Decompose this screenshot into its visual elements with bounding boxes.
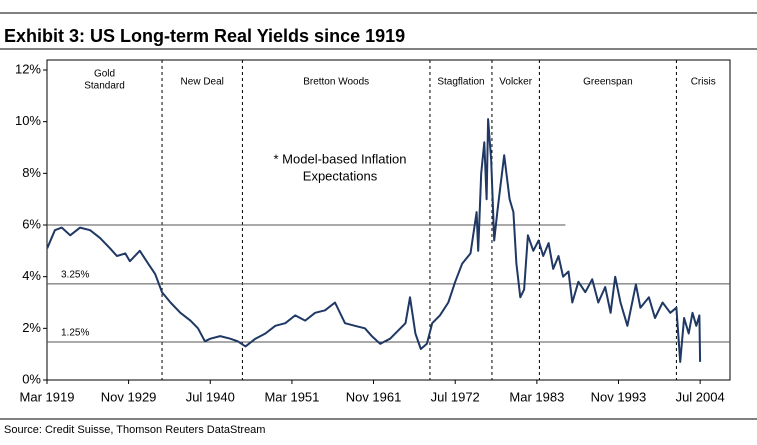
y-tick-label: 8% (22, 165, 41, 180)
era-label: Crisis (691, 77, 716, 88)
x-tick-label: Nov 1929 (101, 389, 157, 404)
x-tick-label: Mar 1951 (264, 389, 319, 404)
annotation: Expectations (303, 168, 378, 183)
y-tick-label: 12% (15, 61, 41, 76)
y-tick-label: 10% (15, 113, 41, 128)
yield-line (46, 118, 702, 363)
y-tick-label: 4% (22, 268, 41, 283)
era-label: New Deal (181, 77, 224, 88)
era-label: Standard (84, 81, 125, 92)
x-tick-label: Jul 1940 (186, 389, 235, 404)
y-tick-label: 6% (22, 216, 41, 231)
plot-frame (46, 59, 731, 381)
x-tick-label: Mar 1983 (509, 389, 564, 404)
era-label: Volcker (499, 77, 532, 88)
x-tick-label: Jul 1972 (431, 389, 480, 404)
annotation: * Model-based Inflation (274, 151, 407, 166)
era-label: Gold (94, 69, 115, 80)
x-tick-label: Mar 1919 (20, 389, 75, 404)
y-tick-label: 2% (22, 320, 41, 335)
chart-title: Exhibit 3: US Long-term Real Yields sinc… (4, 26, 405, 46)
x-tick-label: Jul 2004 (676, 389, 725, 404)
reference-label: 1.25% (61, 328, 89, 339)
era-label: Bretton Woods (303, 77, 369, 88)
era-label: Stagflation (437, 77, 484, 88)
reference-label: 3.25% (61, 270, 89, 281)
era-label: Greenspan (583, 77, 632, 88)
x-tick-label: Nov 1993 (591, 389, 647, 404)
y-tick-label: 0% (22, 371, 41, 386)
source: Source: Credit Suisse, Thomson Reuters D… (4, 424, 265, 436)
x-tick-label: Nov 1961 (346, 389, 402, 404)
